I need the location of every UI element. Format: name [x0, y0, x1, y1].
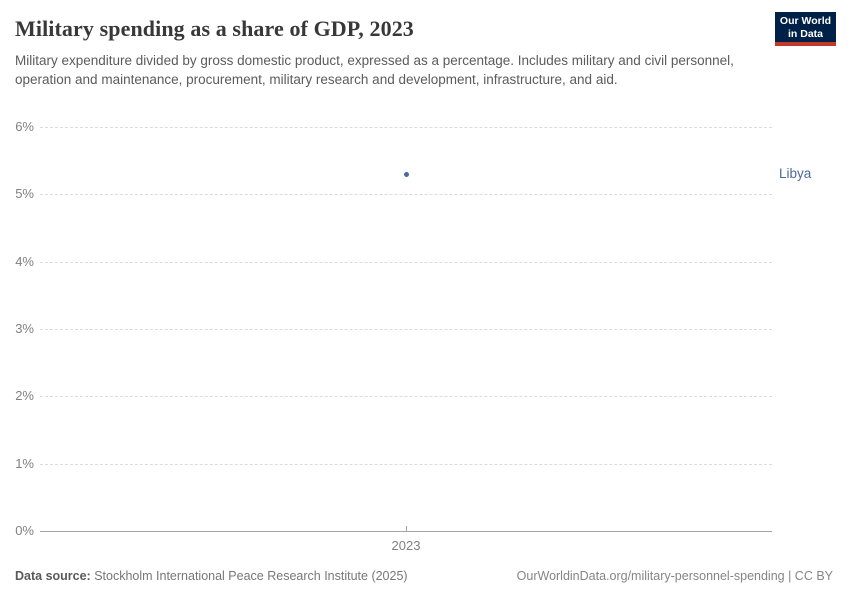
owid-logo-line1: Our World [779, 15, 832, 27]
y-grid-line [40, 396, 772, 398]
y-grid-line [40, 261, 772, 263]
y-tick-label: 4% [15, 253, 34, 269]
data-source-value: Stockholm International Peace Research I… [90, 569, 408, 583]
y-grid-line [40, 329, 772, 330]
x-tick-mark-2023 [406, 526, 407, 532]
x-axis-line [40, 531, 772, 532]
owid-logo-line2: in Data [787, 27, 823, 40]
y-tick-label: 0% [15, 523, 34, 538]
data-source-label: Data source: [15, 569, 91, 583]
page-title: Military spending as a share of GDP, 202… [15, 16, 414, 41]
entity-label-libya[interactable]: Libya [779, 166, 812, 182]
y-grid-line [40, 127, 772, 128]
y-tick-label: 6% [15, 119, 34, 134]
data-source: Data source: Stockholm International Pea… [15, 569, 408, 583]
data-point-libya[interactable] [403, 171, 409, 177]
y-grid-line [40, 194, 772, 196]
y-tick-label: 3% [15, 321, 34, 336]
chart-subtitle: Military expenditure divided by gross do… [15, 53, 734, 87]
y-tick-label: 2% [15, 388, 34, 404]
owid-logo[interactable]: Our World in Data [775, 12, 836, 46]
y-grid-line [40, 463, 772, 465]
y-tick-label: 1% [15, 455, 34, 471]
y-tick-label: 5% [15, 186, 34, 202]
x-tick-label-2023: 2023 [391, 538, 421, 553]
footer-link[interactable]: OurWorldinData.org/military-personnel-sp… [516, 569, 833, 583]
